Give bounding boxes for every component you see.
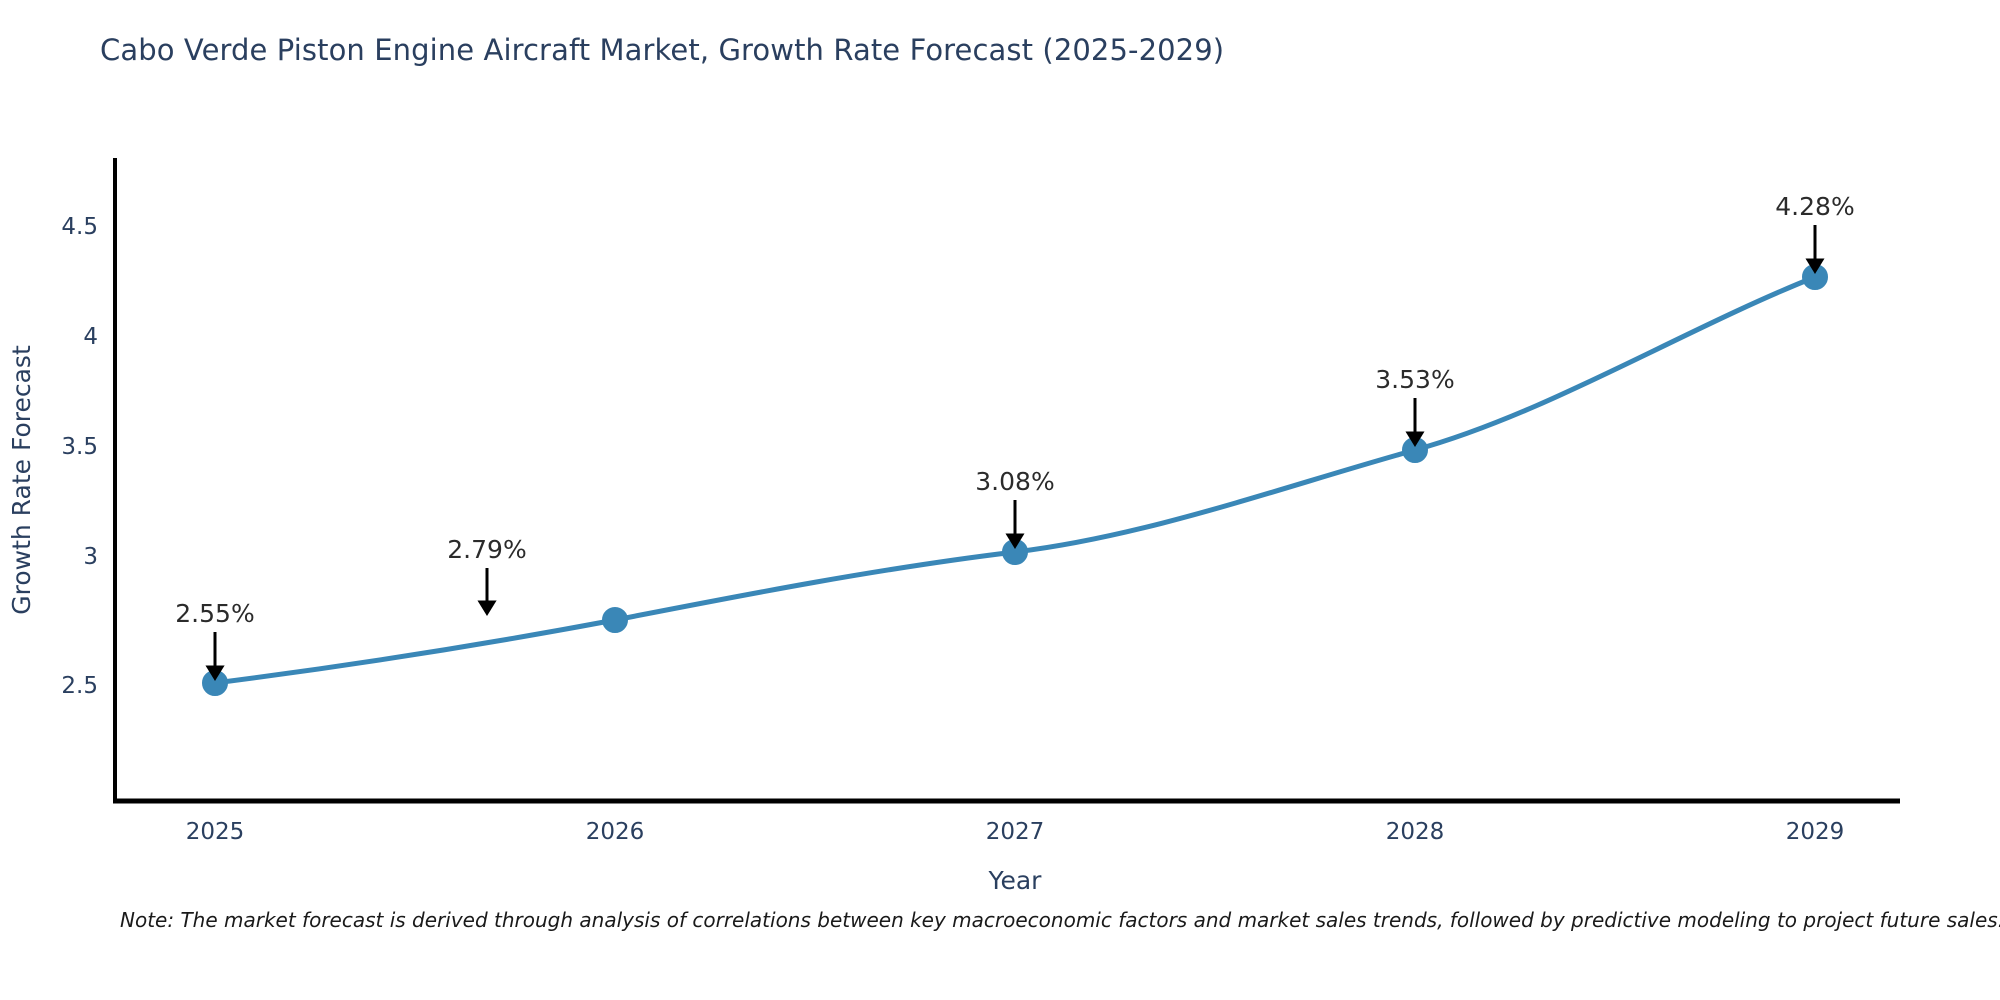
data-point-label: 2.79% (447, 535, 526, 564)
chart-footnote: Note: The market forecast is derived thr… (120, 908, 2000, 932)
y-tick-label: 2.5 (61, 673, 98, 699)
y-tick-label: 3.5 (61, 434, 98, 460)
data-point-label: 3.08% (975, 467, 1054, 496)
y-axis-ticks: 4.5 4 3.5 3 2.5 (61, 214, 98, 699)
data-point-marker[interactable] (1002, 539, 1028, 565)
x-tick-label: 2027 (986, 819, 1045, 845)
x-tick-label: 2026 (586, 819, 645, 845)
y-tick-label: 4.5 (61, 214, 98, 240)
x-tick-label: 2028 (1386, 819, 1445, 845)
y-tick-label: 4 (83, 324, 98, 350)
data-point-marker[interactable] (1402, 437, 1428, 463)
data-point-label: 3.53% (1375, 365, 1454, 394)
x-axis-ticks: 2025 2026 2027 2028 2029 (186, 819, 1845, 845)
data-point-label: 2.55% (175, 599, 254, 628)
data-point-label: 4.28% (1775, 192, 1854, 221)
annotation-arrows (205, 225, 1825, 681)
y-tick-label: 3 (83, 544, 98, 570)
data-point-marker[interactable] (1802, 264, 1828, 290)
data-point-marker[interactable] (202, 670, 228, 696)
x-tick-label: 2025 (186, 819, 245, 845)
page-title: Cabo Verde Piston Engine Aircraft Market… (100, 33, 1225, 67)
x-tick-label: 2029 (1786, 819, 1845, 845)
data-point-labels: 2.55% 2.79% 3.08% 3.53% 4.28% (175, 192, 1854, 628)
y-axis-title: Growth Rate Forecast (7, 345, 36, 615)
data-point-marker[interactable] (602, 607, 628, 633)
x-axis-title: Year (988, 866, 1043, 895)
